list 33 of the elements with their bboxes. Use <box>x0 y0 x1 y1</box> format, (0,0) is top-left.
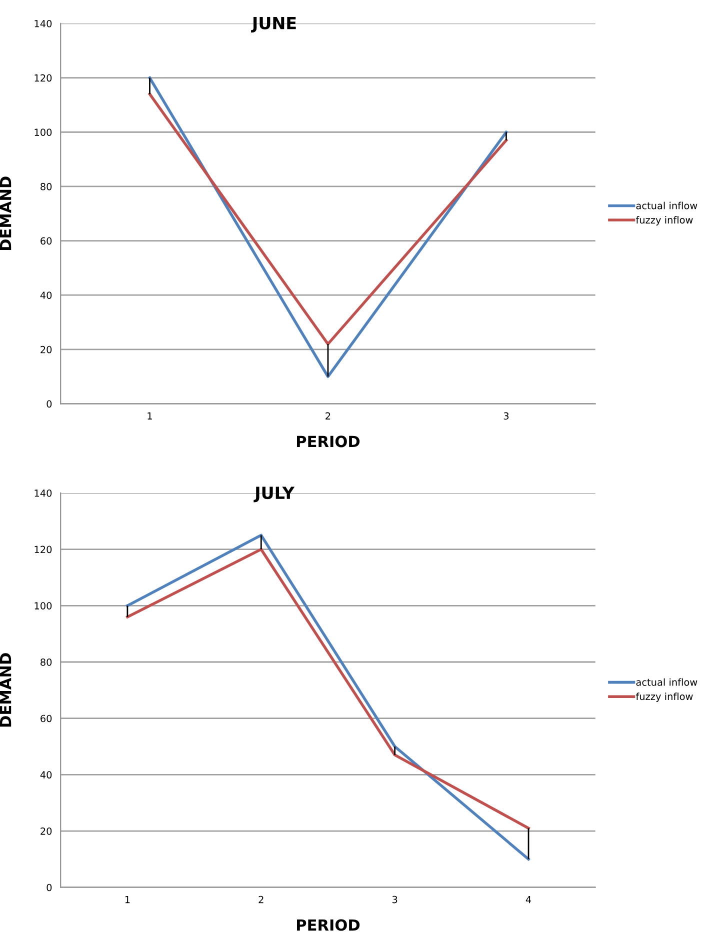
legend-label: actual inflow <box>636 202 698 210</box>
y-tick-label: 20 <box>40 346 52 354</box>
y-tick-label: 140 <box>34 489 52 497</box>
y-tick-label: 140 <box>34 20 52 28</box>
y-axis-title: DEMAND <box>0 653 12 727</box>
y-tick-label: 120 <box>34 546 52 554</box>
x-axis-title: PERIOD <box>297 436 360 448</box>
y-tick-label: 0 <box>46 884 52 892</box>
legend-label: actual inflow <box>636 678 698 686</box>
legend-label: fuzzy inflow <box>636 692 693 702</box>
y-tick-label: 40 <box>40 771 52 779</box>
x-tick-label: 2 <box>258 896 264 904</box>
x-tick-label: 3 <box>504 412 509 420</box>
chart-title: JUNE <box>251 17 296 33</box>
y-tick-label: 80 <box>40 182 52 190</box>
y-tick-label: 100 <box>34 602 52 610</box>
y-tick-label: 0 <box>46 400 52 408</box>
x-tick-label: 3 <box>392 896 398 904</box>
y-tick-label: 20 <box>40 827 52 835</box>
y-tick-label: 40 <box>40 292 52 299</box>
x-tick-label: 4 <box>526 896 532 904</box>
chart-title: JULY <box>254 486 295 502</box>
x-axis-title: PERIOD <box>297 919 360 931</box>
y-tick-label: 100 <box>34 128 52 136</box>
y-tick-label: 120 <box>34 74 52 82</box>
y-tick-label: 60 <box>40 714 52 722</box>
y-tick-label: 80 <box>40 658 52 666</box>
x-tick-label: 1 <box>125 896 130 904</box>
legend-label: fuzzy inflow <box>636 216 693 226</box>
y-axis-title: DEMAND <box>0 176 12 250</box>
x-tick-label: 1 <box>148 412 152 420</box>
x-tick-label: 2 <box>326 412 330 420</box>
y-tick-label: 60 <box>40 237 52 245</box>
